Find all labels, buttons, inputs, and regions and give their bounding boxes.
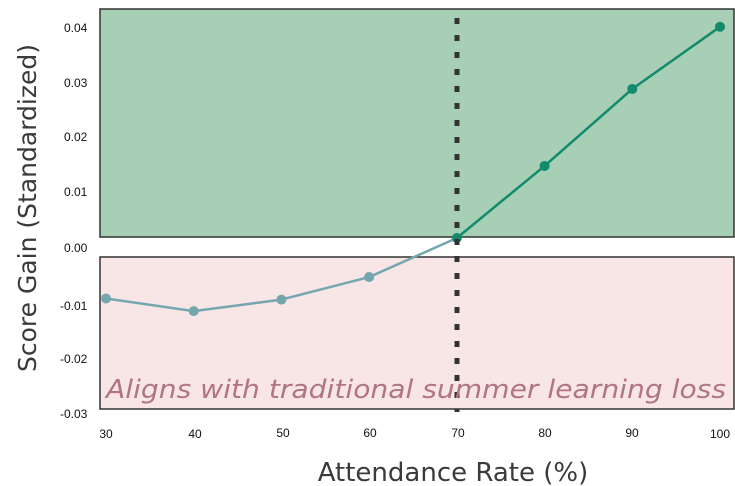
x-tick-label: 30 [99, 427, 113, 441]
series-segment [193, 298, 282, 313]
data-point [101, 293, 111, 304]
y-tick-label: 0.00 [64, 241, 88, 255]
x-tick-label: 60 [363, 426, 377, 440]
series-segment [456, 164, 546, 239]
data-point [188, 306, 199, 317]
series-segment [105, 297, 194, 313]
series-segment [543, 88, 634, 167]
x-axis-ticks: 30 40 50 60 70 80 90 100 [99, 426, 730, 441]
data-point [627, 83, 638, 94]
x-tick-label: 50 [276, 426, 290, 440]
negative-region [99, 256, 735, 410]
data-point [276, 294, 287, 305]
x-tick-label: 90 [625, 426, 639, 440]
data-point [364, 272, 375, 283]
y-tick-label: -0.01 [60, 299, 88, 313]
x-axis-title: Attendance Rate (%) [318, 458, 589, 486]
x-tick-label: 40 [188, 427, 202, 441]
y-tick-label: 0.02 [64, 130, 88, 144]
y-tick-label: 0.04 [64, 21, 88, 35]
x-tick-label: 80 [538, 426, 552, 440]
x-tick-label: 70 [451, 426, 465, 440]
y-tick-label: 0.03 [64, 76, 88, 90]
y-tick-label: 0.01 [64, 185, 88, 199]
data-point [539, 160, 550, 171]
data-point [715, 21, 725, 32]
series-segment [631, 25, 721, 90]
y-tick-label: -0.02 [60, 352, 88, 366]
annotation-text: Aligns with traditional summer learning … [104, 375, 726, 405]
y-axis-title: Score Gain (Standardized) [13, 44, 42, 372]
y-tick-label: -0.03 [60, 407, 88, 421]
positive-region [99, 8, 735, 238]
series-segment [281, 275, 370, 301]
series-line [101, 21, 725, 317]
y-axis-ticks: 0.04 0.03 0.02 0.01 0.00 -0.01 -0.02 -0.… [60, 21, 88, 421]
x-tick-label: 100 [710, 427, 730, 441]
series-segment [368, 236, 458, 279]
